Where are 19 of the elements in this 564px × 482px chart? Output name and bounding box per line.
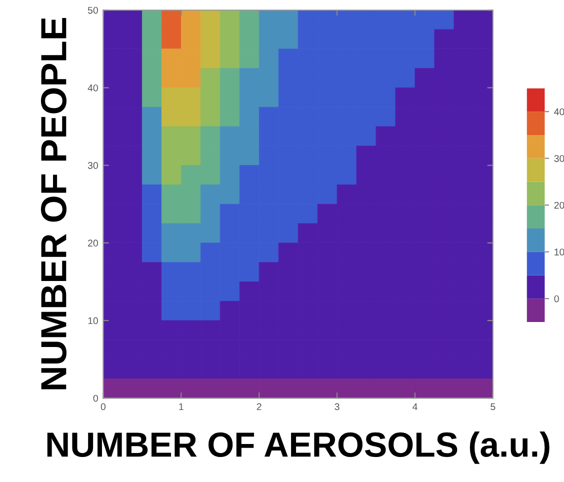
x-tick-label: 4: [412, 403, 418, 410]
y-tick-label: 10: [88, 317, 98, 324]
y-tick-label: 30: [88, 162, 98, 169]
x-tick-label: 2: [256, 403, 262, 410]
y-tick-label: 50: [88, 6, 98, 14]
color-bar-label: 20: [554, 202, 564, 209]
x-tick-label: 1: [179, 403, 184, 410]
color-bar-label: 10: [554, 248, 564, 256]
y-tick-label: 40: [88, 84, 98, 92]
x-tick-label: 0: [100, 403, 106, 410]
y-tick-label: 0: [93, 394, 98, 402]
x-tick-label: 3: [334, 403, 340, 410]
x-axis-title: NUMBER OF AEROSOLS (a.u.): [47, 432, 550, 464]
color-bar-label: 30: [554, 155, 564, 162]
x-tick-label: 5: [490, 403, 496, 410]
color-bar-label: 0: [554, 295, 559, 302]
y-tick-label: 20: [88, 240, 98, 247]
color-bar-label: 40: [554, 108, 564, 116]
y-axis-title: NUMBER OF PEOPLE: [40, 18, 67, 390]
